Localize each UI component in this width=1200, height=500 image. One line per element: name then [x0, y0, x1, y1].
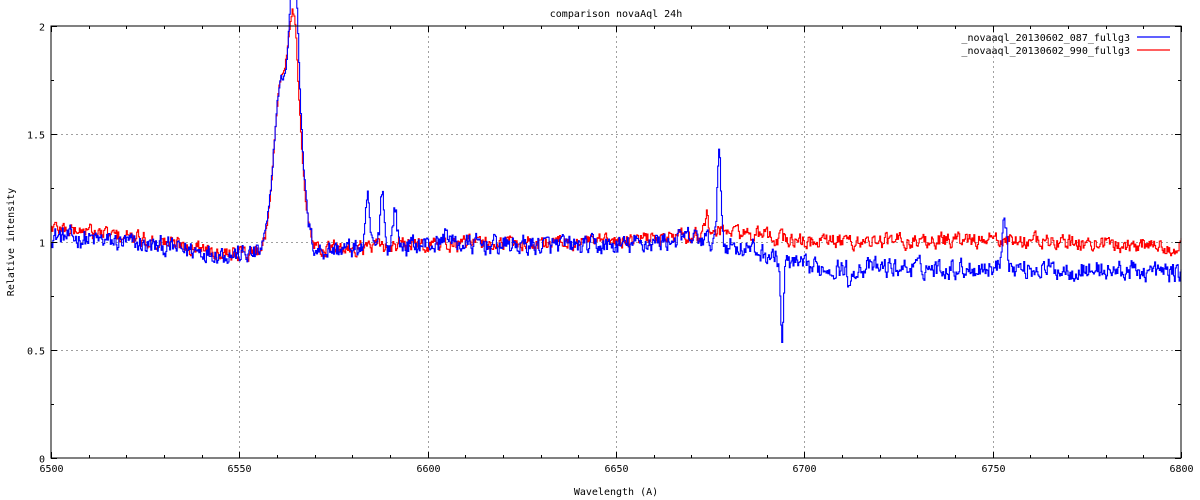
x-tick-label: 6500 — [39, 464, 63, 475]
x-tick-label: 6650 — [604, 464, 628, 475]
series-layer — [51, 0, 1182, 343]
legend-entry: _novaaql_20130602_087_fullg3 — [961, 33, 1170, 44]
y-tick-label: 2 — [39, 23, 45, 34]
x-tick-label: 6550 — [227, 464, 251, 475]
legend: _novaaql_20130602_087_fullg3 _novaaql_20… — [961, 33, 1170, 57]
series-087-line — [51, 0, 1182, 343]
chart-title: comparison novaAql 24h — [550, 9, 682, 20]
series-990-line — [51, 8, 1182, 262]
axis-ticks: 6500 6550 6600 6650 6700 6750 6800 0 0.5 1 1.5 2 — [27, 23, 1194, 476]
y-axis-label: Relative intensity — [6, 188, 17, 296]
x-tick-label: 6800 — [1169, 464, 1193, 475]
y-tick-label: 0 — [39, 455, 45, 466]
legend-label: _novaaql_20130602_990_fullg3 — [961, 46, 1130, 57]
x-tick-label: 6600 — [416, 464, 440, 475]
legend-label: _novaaql_20130602_087_fullg3 — [961, 33, 1130, 44]
x-tick-label: 6750 — [981, 464, 1005, 475]
legend-entry: _novaaql_20130602_990_fullg3 — [961, 46, 1170, 57]
y-tick-label: 1.5 — [27, 131, 45, 142]
y-tick-label: 1 — [39, 239, 45, 250]
x-tick-label: 6700 — [792, 464, 816, 475]
x-axis-label: Wavelength (A) — [574, 487, 658, 498]
y-tick-label: 0.5 — [27, 347, 45, 358]
